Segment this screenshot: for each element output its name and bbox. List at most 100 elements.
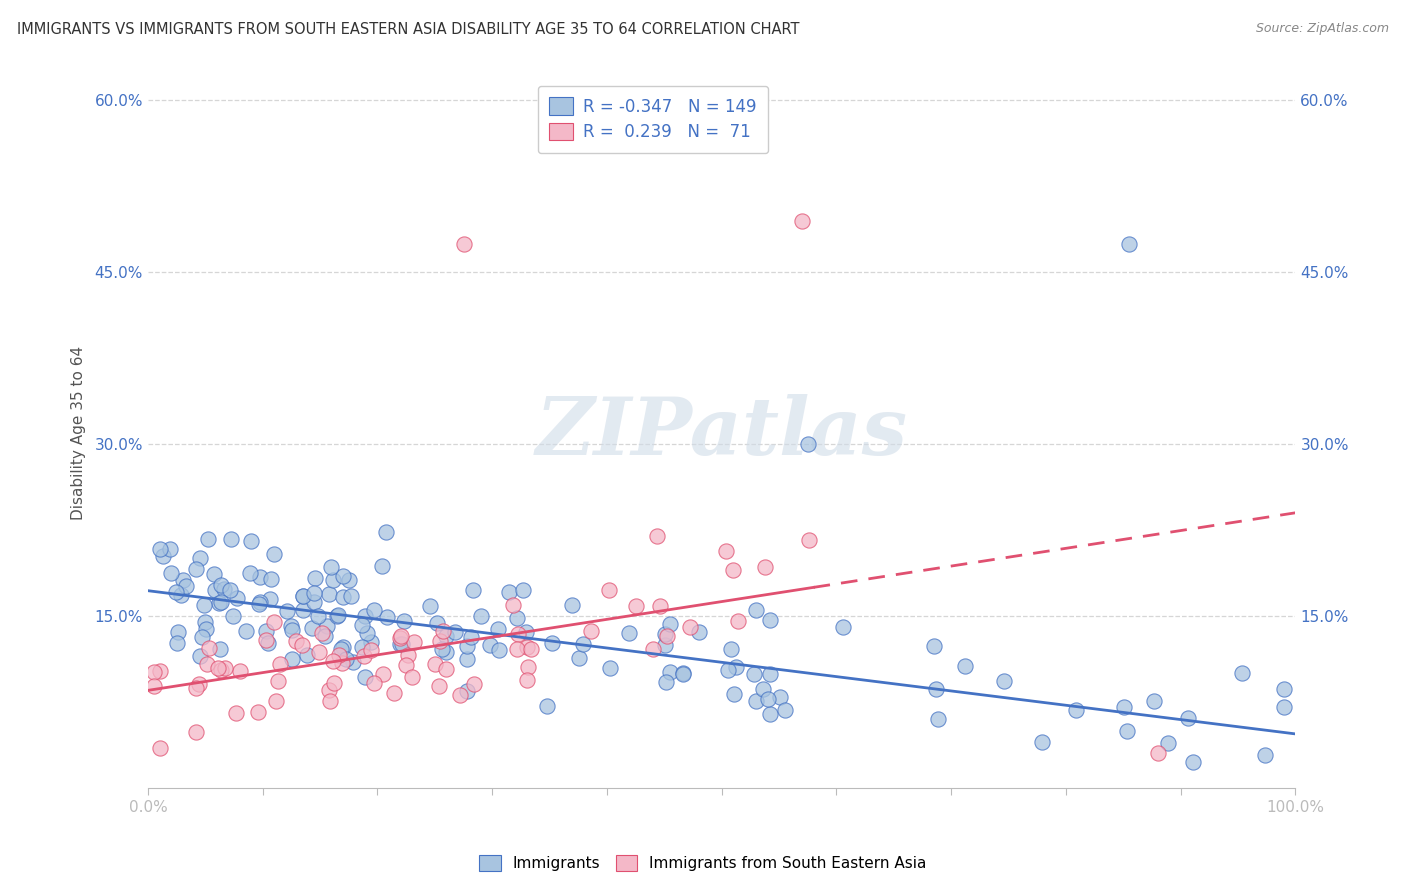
Point [254, 633, 277, 648]
Point [419, 599, 441, 614]
Point [281, 623, 304, 637]
Point [382, 686, 405, 700]
Point [285, 634, 308, 648]
Point [756, 692, 779, 706]
Point [198, 640, 221, 655]
Point [208, 596, 231, 610]
Point [209, 578, 232, 592]
Point [260, 572, 283, 586]
Point [332, 590, 354, 604]
Point [291, 589, 314, 603]
Point [655, 675, 678, 690]
Point [654, 626, 676, 640]
Point [434, 629, 457, 643]
Point [641, 641, 664, 656]
Point [456, 640, 478, 654]
Point [263, 547, 285, 561]
Point [1143, 694, 1166, 708]
Point [759, 707, 782, 722]
Point [517, 660, 540, 674]
Point [1182, 755, 1205, 769]
Point [515, 624, 537, 639]
Point [337, 574, 360, 588]
Text: IMMIGRANTS VS IMMIGRANTS FROM SOUTH EASTERN ASIA DISABILITY AGE 35 TO 64 CORRELA: IMMIGRANTS VS IMMIGRANTS FROM SOUTH EAST… [17, 22, 800, 37]
Point [654, 638, 676, 652]
Point [371, 667, 394, 681]
Point [375, 610, 398, 624]
Point [1272, 681, 1295, 696]
Point [269, 657, 291, 671]
Y-axis label: Disability Age 35 to 64: Disability Age 35 to 64 [72, 345, 86, 520]
Point [302, 586, 325, 600]
Point [353, 670, 375, 684]
Text: ZIPatlas: ZIPatlas [536, 394, 908, 471]
Point [197, 532, 219, 546]
Point [598, 582, 620, 597]
Point [195, 622, 218, 636]
Point [953, 659, 976, 673]
Point [184, 725, 207, 739]
Point [429, 679, 451, 693]
Point [389, 629, 412, 643]
Point [280, 619, 302, 633]
Point [1272, 700, 1295, 714]
Point [434, 662, 457, 676]
Point [1031, 735, 1053, 749]
Point [276, 604, 298, 618]
Point [797, 437, 820, 451]
Point [449, 688, 471, 702]
Point [318, 683, 340, 698]
Point [148, 741, 170, 756]
Point [453, 236, 475, 251]
Point [1146, 747, 1168, 761]
Point [209, 641, 232, 656]
Point [142, 679, 165, 693]
Point [259, 592, 281, 607]
Point [204, 582, 226, 597]
Point [572, 637, 595, 651]
Point [332, 640, 354, 655]
Point [226, 591, 249, 605]
Point [1156, 736, 1178, 750]
Point [1112, 699, 1135, 714]
Point [461, 582, 484, 597]
Point [1118, 236, 1140, 251]
Point [363, 676, 385, 690]
Point [342, 655, 364, 669]
Legend: Immigrants, Immigrants from South Eastern Asia: Immigrants, Immigrants from South Easter… [474, 849, 932, 877]
Point [832, 620, 855, 634]
Point [152, 549, 174, 563]
Point [188, 551, 211, 566]
Point [194, 615, 217, 629]
Point [671, 666, 693, 681]
Point [714, 543, 737, 558]
Point [170, 588, 193, 602]
Point [536, 699, 558, 714]
Point [318, 586, 340, 600]
Point [249, 595, 271, 609]
Point [516, 673, 538, 688]
Point [314, 628, 336, 642]
Point [561, 598, 583, 612]
Point [754, 559, 776, 574]
Point [655, 630, 678, 644]
Point [360, 634, 382, 648]
Point [716, 663, 738, 677]
Point [721, 563, 744, 577]
Point [188, 677, 211, 691]
Point [325, 608, 347, 623]
Point [350, 640, 373, 654]
Point [212, 582, 235, 596]
Point [1230, 665, 1253, 680]
Point [190, 630, 212, 644]
Point [502, 598, 524, 612]
Point [326, 608, 349, 623]
Point [790, 213, 813, 227]
Point [371, 559, 394, 574]
Point [720, 642, 742, 657]
Point [353, 649, 375, 664]
Point [308, 645, 330, 659]
Point [328, 648, 350, 663]
Point [221, 533, 243, 547]
Point [374, 525, 396, 540]
